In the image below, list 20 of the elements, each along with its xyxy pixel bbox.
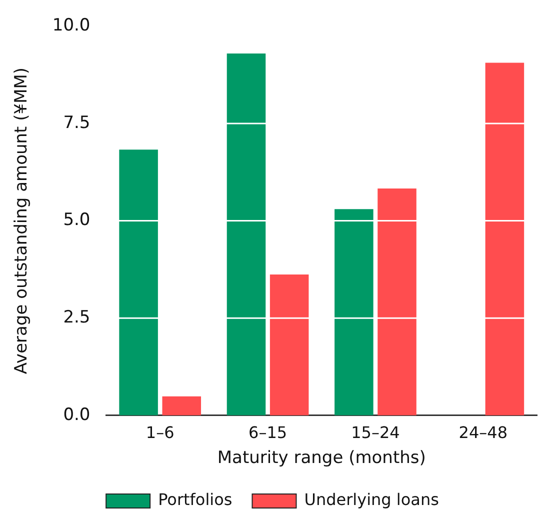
legend-label: Underlying loans xyxy=(304,490,439,510)
y-axis-title: Average outstanding amount (¥MM) xyxy=(12,67,32,374)
y-tick-label: 7.5 xyxy=(63,112,90,133)
bar xyxy=(270,274,309,416)
x-tick-label: 6–15 xyxy=(248,423,288,442)
bar xyxy=(334,209,374,416)
y-tick-label: 10.0 xyxy=(52,16,90,36)
legend-label: Portfolios xyxy=(158,490,232,510)
x-tick-label: 24–48 xyxy=(458,423,508,442)
bar xyxy=(226,53,266,416)
bar xyxy=(162,396,202,416)
x-tick-label: 1–6 xyxy=(146,423,174,442)
y-tick-label: 5.0 xyxy=(63,210,90,230)
x-axis-title: Maturity range (months) xyxy=(217,448,426,468)
y-tick-label: 2.5 xyxy=(63,308,90,328)
bar xyxy=(378,188,416,416)
x-tick-label: 15–24 xyxy=(351,423,400,442)
bar xyxy=(485,62,524,416)
bar xyxy=(119,150,158,416)
y-tick-label: 0.0 xyxy=(63,404,90,425)
